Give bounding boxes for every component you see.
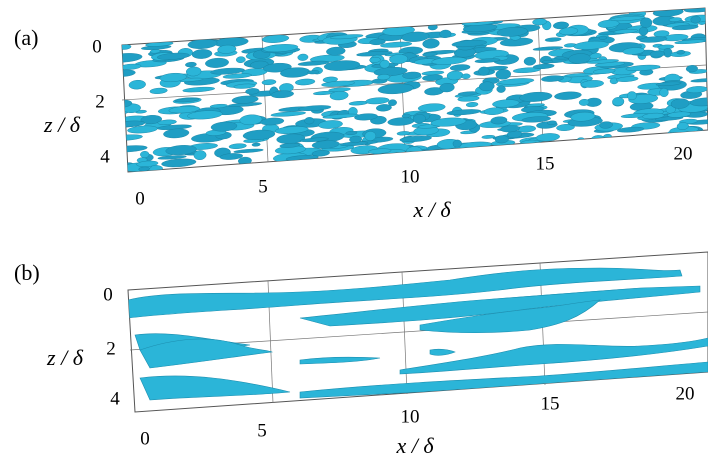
isosurface-blob xyxy=(188,38,218,49)
isosurface-blob xyxy=(519,91,552,102)
isosurface-blob xyxy=(111,134,143,142)
isosurface-blob xyxy=(458,141,492,150)
isosurface-blob xyxy=(140,151,149,158)
isosurfaces xyxy=(107,6,708,175)
isosurface-blob xyxy=(462,74,471,80)
isosurface-blob xyxy=(447,109,481,116)
x-tick-label: 10 xyxy=(401,406,420,427)
z-axis-title: z / δ xyxy=(46,345,84,370)
x-axis-title: x / δ xyxy=(395,433,434,458)
isosurface-blob xyxy=(298,105,331,112)
isosurface-blob xyxy=(349,101,368,106)
x-tick-label: 5 xyxy=(258,176,268,197)
panel-a-domain xyxy=(107,6,708,175)
streak xyxy=(300,362,708,398)
isosurface-blob xyxy=(252,143,261,147)
z-axis-title: z / δ xyxy=(43,112,81,137)
isosurface-blob xyxy=(517,125,536,133)
isosurface-blob xyxy=(129,80,146,90)
panel-label: (b) xyxy=(14,260,40,285)
streak xyxy=(140,376,290,400)
x-tick-label: 20 xyxy=(674,143,693,164)
streak xyxy=(430,349,455,355)
z-tick-label: 0 xyxy=(92,36,102,57)
isosurface-blob xyxy=(297,54,308,61)
isosurface-blob xyxy=(388,99,397,106)
isosurfaces xyxy=(128,268,708,400)
isosurface-blob xyxy=(205,57,229,68)
isosurface-blob xyxy=(295,78,315,85)
z-tick-label: 4 xyxy=(110,388,120,409)
isosurface-blob xyxy=(573,40,608,50)
x-tick-label: 5 xyxy=(257,420,267,441)
isosurface-blob xyxy=(365,97,389,105)
z-tick-label: 2 xyxy=(106,338,116,359)
isosurface-blob xyxy=(234,148,264,153)
x-tick-label: 15 xyxy=(541,393,560,414)
isosurface-blob xyxy=(402,114,411,119)
x-tick-label: 0 xyxy=(140,428,150,449)
streak xyxy=(300,357,380,364)
isosurface-blob xyxy=(447,70,464,80)
isosurface-blob xyxy=(326,46,346,56)
isosurface-blob xyxy=(276,133,305,145)
isosurface-blob xyxy=(496,85,505,93)
x-axis-title: x / δ xyxy=(412,197,451,222)
isosurface-blob xyxy=(684,6,708,13)
isosurface-blob xyxy=(545,37,562,42)
isosurface-blob xyxy=(211,121,238,132)
isosurface-blob xyxy=(185,62,197,68)
isosurface-blob xyxy=(554,91,581,100)
z-tick-label: 2 xyxy=(95,91,105,112)
isosurface-blob xyxy=(495,69,511,80)
isosurface-blob xyxy=(107,52,143,63)
isosurface-blob xyxy=(243,129,276,141)
z-tick-label: 0 xyxy=(103,284,113,305)
isosurface-blob xyxy=(229,143,247,149)
x-tick-label: 10 xyxy=(401,166,420,187)
isosurface-blob xyxy=(653,7,684,17)
z-tick-label: 4 xyxy=(100,146,110,167)
panel-b-domain xyxy=(128,252,708,412)
x-tick-label: 0 xyxy=(135,188,145,209)
isosurface-blob xyxy=(150,87,168,94)
isosurface-blob xyxy=(686,86,707,94)
isosurface-blob xyxy=(484,107,505,115)
figure: (a) 0 2 4 z / δ 0 5 10 15 20 x / δ (b) 0… xyxy=(0,0,708,466)
isosurface-blob xyxy=(422,70,444,75)
isosurface-blob xyxy=(579,99,589,106)
isosurface-blob xyxy=(677,50,685,55)
isosurface-blob xyxy=(387,117,414,127)
isosurface-blob xyxy=(466,102,478,107)
isosurface-blob xyxy=(691,78,708,83)
isosurface-blob xyxy=(112,69,135,77)
x-tick-label: 15 xyxy=(536,153,555,174)
isosurface-blob xyxy=(192,49,213,60)
isosurface-blob xyxy=(182,86,214,93)
isosurface-blob xyxy=(577,137,586,143)
x-tick-label: 20 xyxy=(676,383,695,404)
panel-label: (a) xyxy=(14,25,38,50)
isosurface-blob xyxy=(118,44,131,50)
isosurface-blob xyxy=(236,56,246,63)
isosurface-blob xyxy=(450,64,471,71)
isosurface-blob xyxy=(524,57,536,66)
